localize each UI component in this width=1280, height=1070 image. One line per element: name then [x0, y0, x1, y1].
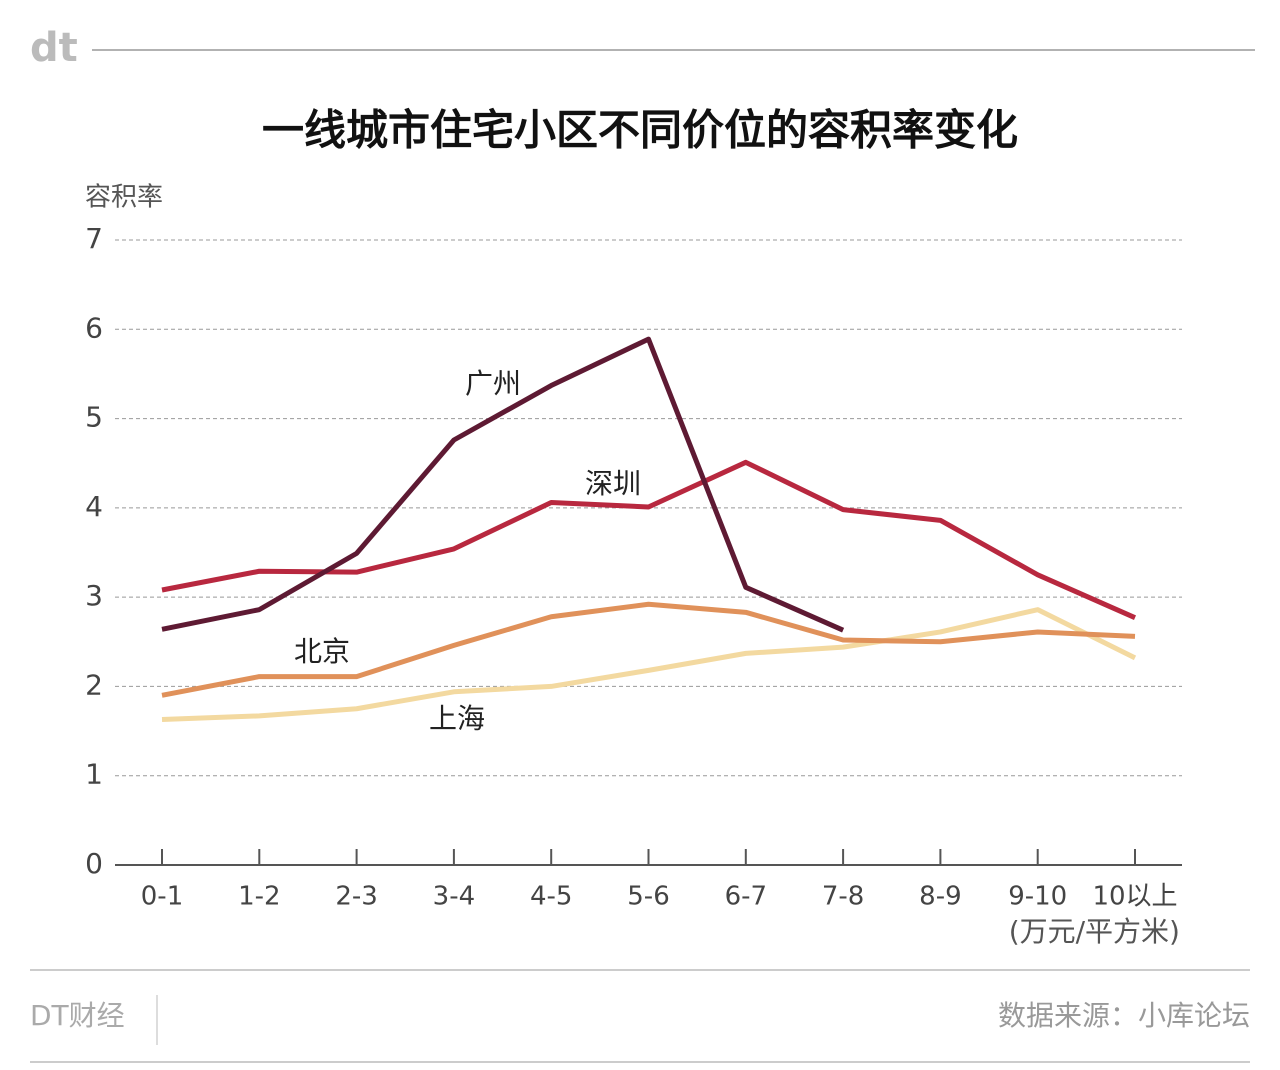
x-tick-label: 0-1 — [141, 882, 183, 912]
x-tick-label: 9-10 — [1008, 882, 1067, 912]
series-line — [161, 601, 1136, 698]
series-label: 广州 — [465, 367, 521, 400]
x-tick-label: 2-3 — [335, 882, 377, 912]
x-tick-label: 10以上 — [1092, 882, 1177, 912]
footer-source: 数据来源：小库论坛 — [998, 999, 1250, 1032]
y-tick-label: 0 — [85, 847, 103, 880]
y-tick-label: 5 — [85, 401, 103, 434]
y-tick-label: 4 — [85, 490, 103, 523]
y-tick-label: 6 — [85, 311, 103, 344]
x-tick-label: 4-5 — [530, 882, 572, 912]
x-tick-label: 3-4 — [433, 882, 475, 912]
x-tick-label: 5-6 — [627, 882, 669, 912]
series-label: 深圳 — [585, 467, 641, 500]
footer-brand: DT财经 — [30, 999, 125, 1032]
x-tick-label: 8-9 — [919, 882, 961, 912]
y-tick-label: 7 — [85, 222, 103, 255]
y-tick-label: 2 — [85, 668, 103, 701]
x-tick-label: 1-2 — [238, 882, 280, 912]
chart-title: 一线城市住宅小区不同价位的容积率变化 — [262, 106, 1018, 155]
series-line — [161, 459, 1137, 620]
series-label: 上海 — [429, 702, 485, 735]
x-tick-label: 7-8 — [822, 882, 864, 912]
y-axis-label: 容积率 — [85, 183, 163, 213]
x-tick-label: 6-7 — [725, 882, 767, 912]
series-line — [161, 336, 845, 633]
y-tick-label: 3 — [85, 579, 103, 612]
series-label: 北京 — [294, 635, 350, 668]
x-axis-unit: (万元/平方米) — [1009, 915, 1180, 948]
logo: dt — [30, 25, 78, 71]
y-tick-label: 1 — [85, 758, 103, 791]
series-line — [161, 607, 1137, 722]
